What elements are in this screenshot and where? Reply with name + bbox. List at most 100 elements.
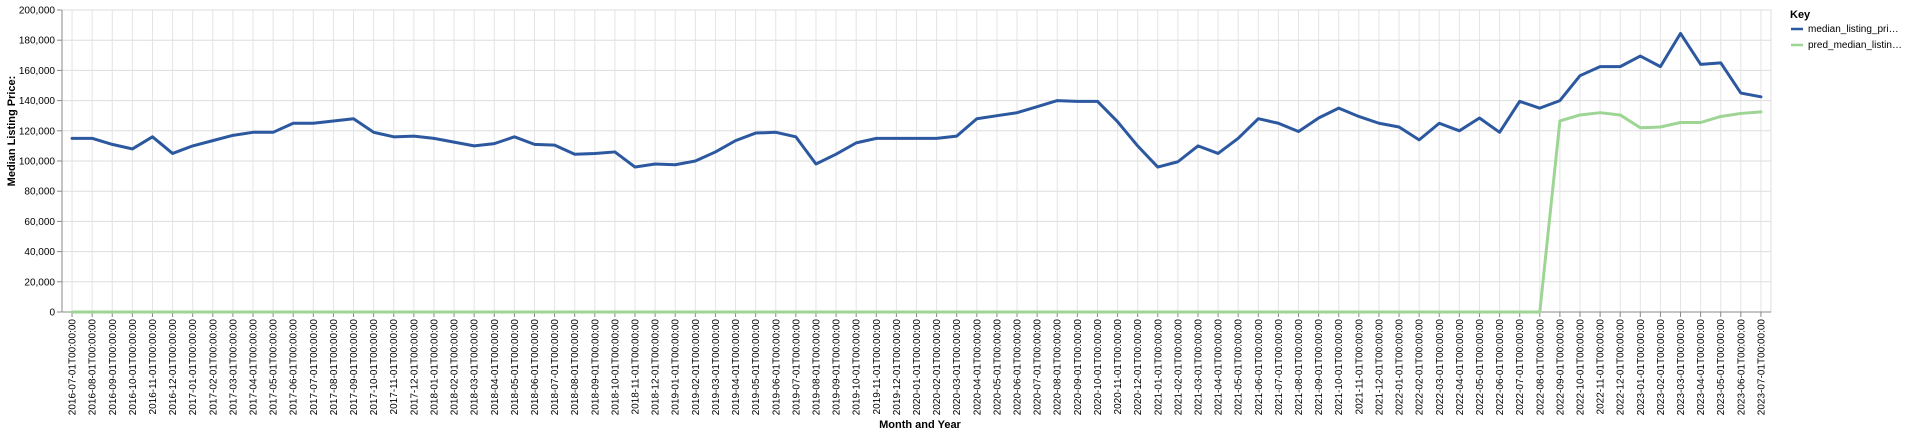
- x-tick-label: 2018-04-01T00:00:00: [490, 319, 501, 416]
- x-tick-label: 2020-02-01T00:00:00: [932, 319, 943, 416]
- legend-label: median_listing_pri…: [1808, 24, 1899, 35]
- x-tick-label: 2020-03-01T00:00:00: [952, 319, 963, 416]
- x-tick-label: 2022-04-01T00:00:00: [1455, 319, 1466, 416]
- x-tick-label: 2020-04-01T00:00:00: [972, 319, 983, 416]
- x-tick-label: 2022-10-01T00:00:00: [1575, 319, 1586, 416]
- x-tick-label: 2022-11-01T00:00:00: [1596, 319, 1607, 415]
- x-tick-label: 2022-09-01T00:00:00: [1555, 319, 1566, 416]
- y-tick-label: 200,000: [19, 6, 56, 17]
- x-tick-label: 2019-10-01T00:00:00: [852, 319, 863, 416]
- x-tick-label: 2021-11-01T00:00:00: [1354, 319, 1365, 415]
- x-tick-label: 2017-02-01T00:00:00: [208, 319, 219, 416]
- x-tick-label: 2016-08-01T00:00:00: [88, 319, 99, 416]
- x-tick-label: 2021-02-01T00:00:00: [1173, 319, 1184, 416]
- x-tick-label: 2020-07-01T00:00:00: [1033, 319, 1044, 416]
- x-tick-label: 2018-03-01T00:00:00: [470, 319, 481, 416]
- x-tick-label: 2021-08-01T00:00:00: [1294, 319, 1305, 416]
- x-tick-label: 2021-09-01T00:00:00: [1314, 319, 1325, 416]
- x-tick-label: 2021-03-01T00:00:00: [1193, 319, 1204, 416]
- x-tick-label: 2017-09-01T00:00:00: [349, 319, 360, 416]
- x-tick-label: 2017-01-01T00:00:00: [188, 319, 199, 416]
- x-tick-label: 2019-11-01T00:00:00: [872, 319, 883, 415]
- x-tick-label: 2023-02-01T00:00:00: [1656, 319, 1667, 416]
- x-tick-label: 2017-12-01T00:00:00: [409, 319, 420, 416]
- legend-title: Key: [1790, 9, 1811, 21]
- y-tick-labels: 0 20,000 40,000 60,000 80,000 100,000 120,000 1…: [19, 6, 56, 319]
- y-tick-label: 180,000: [19, 36, 56, 47]
- y-tick-label: 0: [49, 308, 55, 319]
- x-tick-label: 2018-11-01T00:00:00: [631, 319, 642, 415]
- y-tick-label: 160,000: [19, 66, 56, 77]
- x-tick-label: 2016-11-01T00:00:00: [148, 319, 159, 415]
- x-tick-label: 2018-10-01T00:00:00: [610, 319, 621, 416]
- x-tick-label: 2023-03-01T00:00:00: [1676, 319, 1687, 416]
- x-tick-label: 2020-05-01T00:00:00: [992, 319, 1003, 416]
- x-tick-label: 2017-03-01T00:00:00: [228, 319, 239, 416]
- x-tick-label: 2017-11-01T00:00:00: [389, 319, 400, 415]
- series-line-1: [70, 110, 1763, 314]
- x-tick-label: 2022-12-01T00:00:00: [1616, 319, 1627, 416]
- x-tick-label: 2017-06-01T00:00:00: [289, 319, 300, 416]
- x-tick-label: 2022-06-01T00:00:00: [1495, 319, 1506, 416]
- x-tick-label: 2019-02-01T00:00:00: [691, 319, 702, 416]
- x-tick-label: 2020-10-01T00:00:00: [1093, 319, 1104, 416]
- x-tick-label: 2023-07-01T00:00:00: [1756, 319, 1767, 416]
- x-tick-label: 2019-07-01T00:00:00: [791, 319, 802, 416]
- legend-label: pred_median_listin…: [1808, 40, 1902, 51]
- x-axis-title: Month and Year: [879, 419, 961, 431]
- x-tick-label: 2018-06-01T00:00:00: [530, 319, 541, 416]
- x-tick-label: 2017-07-01T00:00:00: [309, 319, 320, 416]
- x-tick-label: 2021-04-01T00:00:00: [1214, 319, 1225, 416]
- x-tick-label: 2019-03-01T00:00:00: [711, 319, 722, 416]
- x-tick-label: 2018-02-01T00:00:00: [450, 319, 461, 416]
- x-tick-label: 2019-05-01T00:00:00: [751, 319, 762, 416]
- x-tick-label: 2022-01-01T00:00:00: [1395, 319, 1406, 416]
- x-tick-label: 2019-12-01T00:00:00: [892, 319, 903, 416]
- x-tick-label: 2018-08-01T00:00:00: [570, 319, 581, 416]
- x-tick-label: 2021-01-01T00:00:00: [1153, 319, 1164, 416]
- x-tick-label: 2023-05-01T00:00:00: [1716, 319, 1727, 416]
- x-tick-label: 2018-12-01T00:00:00: [651, 319, 662, 416]
- x-tick-label: 2016-12-01T00:00:00: [168, 319, 179, 416]
- y-tick-label: 120,000: [19, 126, 56, 137]
- x-tick-label: 2022-05-01T00:00:00: [1475, 319, 1486, 416]
- series-line-0: [70, 31, 1763, 169]
- x-tick-label: 2018-05-01T00:00:00: [510, 319, 521, 416]
- x-tick-label: 2017-04-01T00:00:00: [249, 319, 260, 416]
- x-tick-label: 2017-10-01T00:00:00: [369, 319, 380, 416]
- x-tick-label: 2021-05-01T00:00:00: [1234, 319, 1245, 416]
- y-tick-label: 80,000: [24, 187, 55, 198]
- x-tick-label: 2019-01-01T00:00:00: [671, 319, 682, 416]
- y-tick-label: 60,000: [24, 217, 55, 228]
- x-tick-label: 2021-12-01T00:00:00: [1374, 319, 1385, 416]
- x-tick-label: 2021-07-01T00:00:00: [1274, 319, 1285, 416]
- x-tick-label: 2022-02-01T00:00:00: [1415, 319, 1426, 416]
- x-tick-labels: 2016-07-01T00:00:00 2016-08-01T00:00:00 20…: [68, 319, 1768, 416]
- x-tick-label: 2023-06-01T00:00:00: [1736, 319, 1747, 416]
- y-tick-label: 140,000: [19, 96, 56, 107]
- x-tick-label: 2018-07-01T00:00:00: [550, 319, 561, 416]
- x-tick-label: 2020-08-01T00:00:00: [1053, 319, 1064, 416]
- x-tick-label: 2017-05-01T00:00:00: [269, 319, 280, 416]
- y-tick-label: 20,000: [24, 277, 55, 288]
- x-tick-label: 2017-08-01T00:00:00: [329, 319, 340, 416]
- x-tick-label: 2023-01-01T00:00:00: [1636, 319, 1647, 416]
- x-tick-label: 2020-09-01T00:00:00: [1073, 319, 1084, 416]
- x-tick-label: 2019-06-01T00:00:00: [771, 319, 782, 416]
- y-axis-title: Median Listing Price:: [6, 76, 18, 187]
- x-tick-label: 2023-04-01T00:00:00: [1696, 319, 1707, 416]
- x-tick-label: 2019-04-01T00:00:00: [731, 319, 742, 416]
- x-tick-label: 2019-08-01T00:00:00: [811, 319, 822, 416]
- x-tick-label: 2022-03-01T00:00:00: [1435, 319, 1446, 416]
- x-tick-label: 2018-01-01T00:00:00: [429, 319, 440, 416]
- x-tick-label: 2021-06-01T00:00:00: [1254, 319, 1265, 416]
- x-tick-label: 2020-11-01T00:00:00: [1113, 319, 1124, 415]
- x-tick-label: 2020-12-01T00:00:00: [1133, 319, 1144, 416]
- x-tick-label: 2016-10-01T00:00:00: [128, 319, 139, 416]
- x-tick-label: 2022-08-01T00:00:00: [1535, 319, 1546, 416]
- gridlines: [62, 9, 1771, 313]
- x-tick-label: 2022-07-01T00:00:00: [1515, 319, 1526, 416]
- x-tick-label: 2018-09-01T00:00:00: [590, 319, 601, 416]
- x-tick-label: 2021-10-01T00:00:00: [1334, 319, 1345, 416]
